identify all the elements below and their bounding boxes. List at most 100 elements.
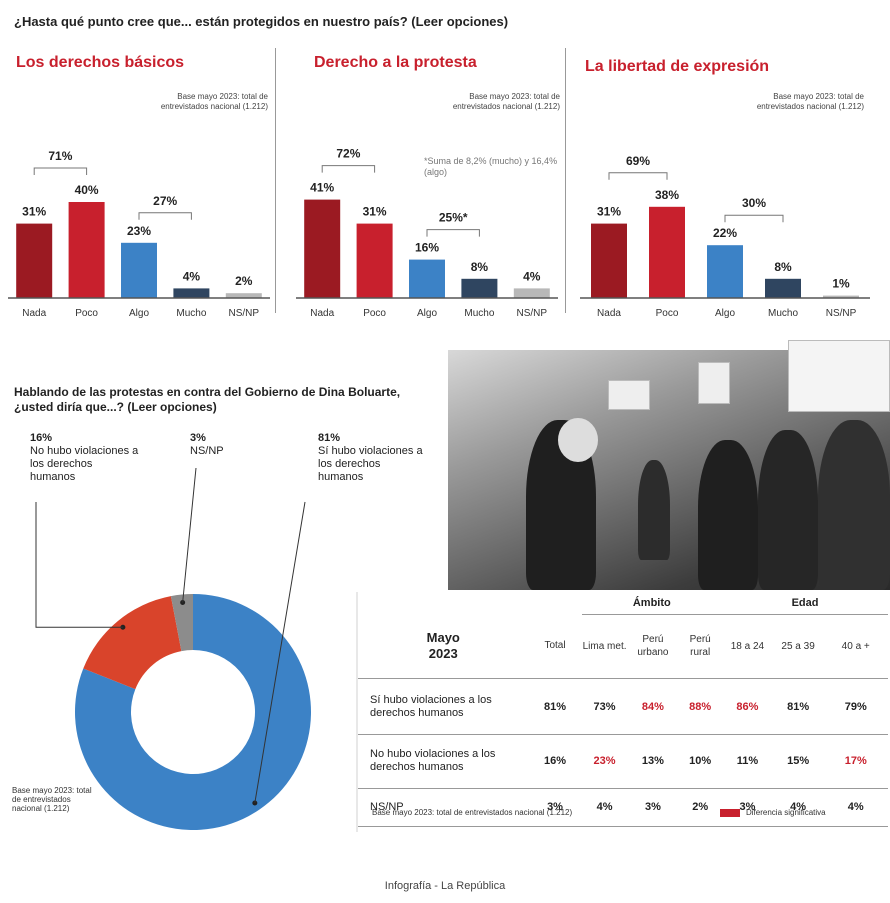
credit: Infografía - La República xyxy=(384,880,506,892)
category-label: Mucho xyxy=(464,308,494,319)
footnote-protesta: *Suma de 8,2% (mucho) y 16,4% (algo) xyxy=(424,156,558,177)
bar-value-label: 38% xyxy=(655,188,679,202)
bar-nada xyxy=(16,223,53,298)
bar-algo xyxy=(121,242,157,298)
bar-value-label: 8% xyxy=(471,260,489,274)
bar-poco xyxy=(68,202,105,298)
bar-nsnp xyxy=(823,295,859,298)
label-si-hubo-text: Sí hubo violaciones a los derechos human… xyxy=(318,445,423,483)
bar-value-label: 41% xyxy=(310,181,334,195)
label-nsnp: 3% NS/NP xyxy=(190,432,270,458)
group-total-label: 71% xyxy=(48,149,72,163)
table-row: No hubo violaciones a los derechos human… xyxy=(358,734,888,788)
row-label: NS/NP xyxy=(370,800,404,813)
col-header: 18 a 24 xyxy=(730,640,765,652)
panel-divider-1 xyxy=(275,48,276,313)
table-cell: 81% xyxy=(787,700,810,713)
bar-value-label: 16% xyxy=(415,241,439,255)
category-label: NS/NP xyxy=(826,308,857,319)
table-cell: 86% xyxy=(736,700,759,713)
col-header: Perú rural xyxy=(689,634,711,658)
label-si-hubo-pct: 81% xyxy=(318,432,341,444)
donut-slice xyxy=(170,594,193,652)
col-header: 25 a 39 xyxy=(781,640,815,652)
header-ambito: Ámbito xyxy=(581,592,723,615)
category-label: NS/NP xyxy=(229,308,260,319)
table-cell: 2% xyxy=(692,801,709,813)
col-header: Total xyxy=(544,640,566,652)
table-cell: 11% xyxy=(736,755,759,767)
cross-table: Ámbito Edad Mayo 2023 Total Lima met. Pe… xyxy=(356,592,888,832)
category-label: Algo xyxy=(715,308,735,319)
category-label: Poco xyxy=(363,308,386,319)
category-label: Nada xyxy=(597,308,621,319)
table-row: NS/NP 3% 4% 3% 2% 3% 4% 4% xyxy=(358,788,888,826)
leader-line xyxy=(254,501,306,804)
table-cell: 10% xyxy=(689,755,712,767)
base-note-1: Base mayo 2023: total de entrevistados n… xyxy=(160,92,268,111)
group-bracket xyxy=(724,214,784,223)
bar-algo xyxy=(707,245,743,298)
leader-dot xyxy=(252,800,258,806)
bar-value-label: 22% xyxy=(713,226,737,240)
table-cell: 16% xyxy=(544,755,567,767)
panel-title-derecho-protesta: Derecho a la protesta xyxy=(314,54,477,71)
protest-photo xyxy=(448,340,890,590)
bar-value-label: 40% xyxy=(75,183,99,197)
bar-poco xyxy=(356,223,393,298)
bar-chart-derechos-basicos: 31% Nada 40% Poco 23% Algo 4% Mucho 2% NS/NP 71% 27… xyxy=(8,149,270,319)
main-question: ¿Hasta qué punto cree que... están prote… xyxy=(14,14,509,29)
label-no-hubo-pct: 16% xyxy=(30,432,53,444)
category-label: Mucho xyxy=(176,308,206,319)
table-cell: 88% xyxy=(689,700,712,713)
col-header: Lima met. xyxy=(582,640,627,652)
bar-mucho xyxy=(173,288,210,298)
table-cell: 4% xyxy=(847,801,864,813)
donut-slice xyxy=(83,596,182,690)
bar-mucho xyxy=(461,278,498,298)
donut-chart xyxy=(35,467,312,830)
table-cell: 79% xyxy=(844,700,867,713)
group-bracket xyxy=(608,172,668,180)
group-total-label: 72% xyxy=(336,147,360,161)
table-cell: 4% xyxy=(596,801,613,813)
legend-label: Diferencia significativa xyxy=(746,808,826,817)
bar-algo xyxy=(409,259,445,298)
panel-divider-2 xyxy=(565,48,566,313)
bar-value-label: 4% xyxy=(523,269,541,283)
leader-line xyxy=(35,502,123,628)
group-bracket xyxy=(321,165,376,173)
table-cell: 3% xyxy=(547,801,563,813)
group-total-label: 30% xyxy=(742,196,766,210)
group-total-label: 25%* xyxy=(439,211,468,225)
table-base-note: Base mayo 2023: total de entrevistados n… xyxy=(372,808,573,817)
donut-base-note: Base mayo 2023: total de entrevistados n… xyxy=(12,786,92,813)
table-cell: 15% xyxy=(787,755,810,767)
label-nsnp-text: NS/NP xyxy=(190,445,224,457)
label-si-hubo: 81% Sí hubo violaciones a los derechos h… xyxy=(318,432,428,484)
label-nsnp-pct: 3% xyxy=(190,432,206,444)
label-no-hubo: 16% No hubo violaciones a los derechos h… xyxy=(30,432,140,484)
header-edad: Edad xyxy=(722,592,888,615)
bar-chart-derecho-protesta: 41% Nada 31% Poco 16% Algo 8% Mucho 4% NS/NP 72% 25… xyxy=(296,147,558,319)
group-total-label: 69% xyxy=(626,154,650,168)
table-cell: 3% xyxy=(739,801,756,813)
col-header: Perú urbano xyxy=(637,634,669,658)
bar-chart-libertad-expresion: 31% Nada 38% Poco 22% Algo 8% Mucho 1% NS/NP 69% 30… xyxy=(580,154,870,319)
panel-title-derechos-basicos: Los derechos básicos xyxy=(16,54,185,71)
donut-slice xyxy=(75,594,312,830)
panel-title-libertad-expresion: La libertad de expresión xyxy=(585,58,770,75)
category-label: Poco xyxy=(656,308,679,319)
bar-value-label: 31% xyxy=(597,205,621,219)
col-header: 40 a + xyxy=(841,640,870,652)
bar-value-label: 23% xyxy=(127,224,151,238)
category-label: Algo xyxy=(129,308,149,319)
bar-value-label: 31% xyxy=(363,205,387,219)
table-title-year: 2023 xyxy=(428,645,458,661)
table-cell: 17% xyxy=(844,755,867,767)
table-legend: Diferencia significativa xyxy=(720,808,826,817)
table-cell: 3% xyxy=(644,801,661,813)
table-title: Mayo 2023 xyxy=(358,614,529,678)
group-bracket xyxy=(138,212,192,220)
table-row: Sí hubo violaciones a los derechos human… xyxy=(358,680,888,734)
